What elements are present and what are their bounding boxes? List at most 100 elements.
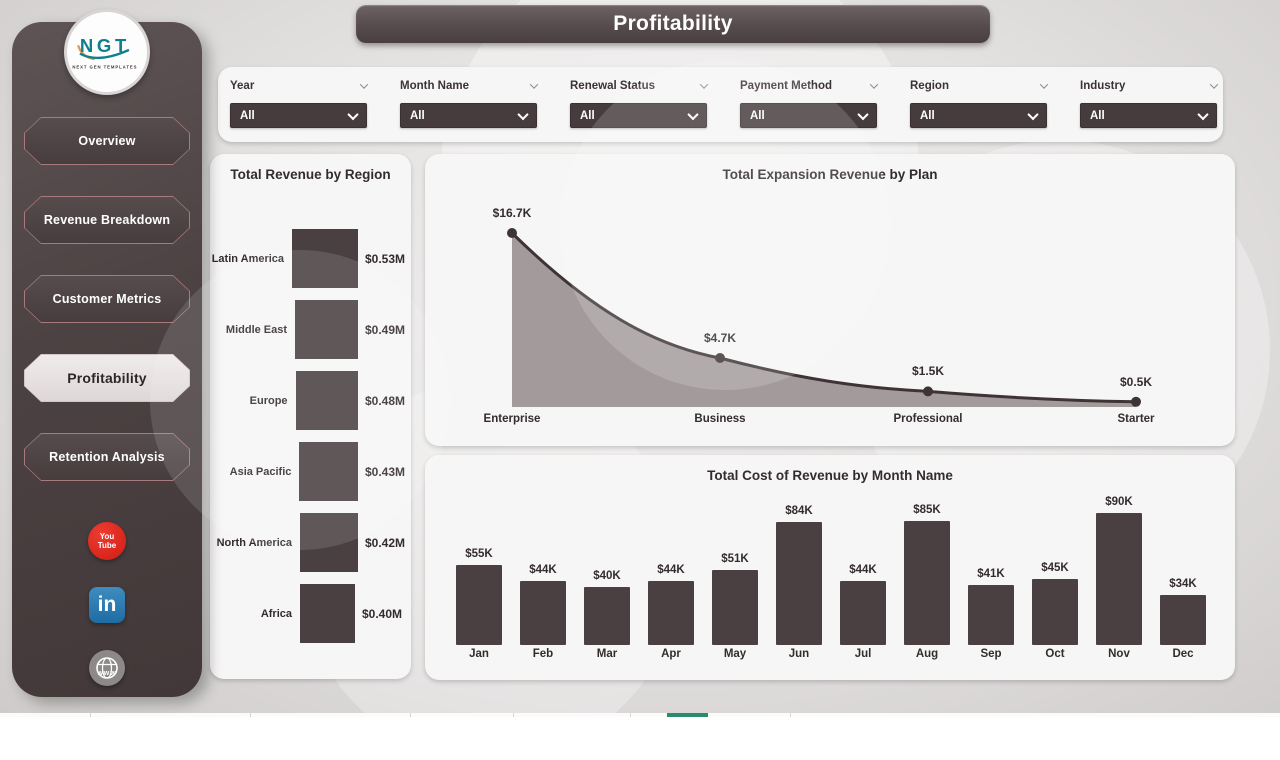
ngt-logo-art: NGT NEXT GEN TEMPLATES [72, 35, 136, 70]
expansion-plot: $16.7K Enterprise $4.7K Business $1.5K Profes… [425, 154, 1235, 446]
expansion-area-chart[interactable] [425, 154, 1235, 446]
month-label: Nov [1108, 648, 1130, 660]
cost-value-label: $84K [785, 505, 813, 517]
data-point[interactable] [715, 353, 725, 363]
region-value-label: $0.53M [364, 251, 405, 266]
cost-bar[interactable] [584, 587, 630, 645]
filter-dropdown[interactable]: All [230, 103, 367, 128]
data-point[interactable] [923, 386, 933, 397]
region-bar[interactable] [299, 513, 358, 572]
data-point[interactable] [507, 228, 517, 238]
area-line [510, 231, 1137, 404]
filter-dropdown[interactable]: All [400, 103, 537, 128]
filter-label: Month Name [400, 79, 469, 92]
nav-button-label: Overview [78, 134, 136, 148]
month-label: Sep [980, 648, 1002, 660]
cost-bar[interactable] [968, 585, 1014, 645]
youtube-label-top: You [99, 532, 115, 541]
region-category-label: North America [216, 536, 292, 549]
chevron-down-icon[interactable] [699, 79, 709, 89]
chevron-down-icon [687, 108, 699, 120]
filter-dropdown[interactable]: All [570, 103, 707, 128]
sidebar-item-overview[interactable]: Overview [24, 117, 190, 165]
cost-value-label: $41K [977, 568, 1005, 580]
expansion-chart-panel: Total Expansion Revenue by Plan $16.7K En… [425, 154, 1235, 446]
cost-bar[interactable] [776, 522, 822, 645]
region-category-label: Africa [260, 607, 292, 620]
youtube-icon[interactable]: You Tube [88, 522, 126, 560]
cost-bar[interactable] [456, 565, 502, 645]
filter-header: Region [910, 78, 1049, 93]
region-row: Middle East $0.49M [210, 294, 405, 365]
nav-button-fill: Overview [25, 118, 189, 164]
filter-payment-method: Payment Method All [740, 78, 879, 128]
region-value-label: $0.42M [364, 535, 405, 550]
region-row: Latin America $0.53M [210, 223, 405, 294]
cost-bar[interactable] [840, 581, 886, 645]
cost-plot: $55K Jan $44K Feb $40K Mar $44K Apr $51K May $84K J… [425, 455, 1235, 660]
region-bar[interactable] [299, 442, 358, 501]
chevron-down-icon[interactable] [359, 79, 369, 89]
tab-divider [513, 713, 514, 717]
cost-bar[interactable] [648, 581, 694, 645]
cost-value-label: $51K [721, 553, 749, 565]
filter-dropdown[interactable]: All [910, 103, 1047, 128]
page-title-bar: Profitability [356, 5, 990, 43]
month-label: Oct [1045, 648, 1065, 660]
globe-art [96, 657, 118, 679]
chevron-down-icon[interactable] [529, 79, 539, 89]
nav-button-fill: Revenue Breakdown [25, 197, 189, 243]
sidebar-item-revenue-breakdown[interactable]: Revenue Breakdown [24, 196, 190, 244]
sidebar-item-retention-analysis[interactable]: Retention Analysis [24, 433, 190, 481]
cost-bar[interactable] [712, 570, 758, 645]
region-bar[interactable] [295, 300, 358, 359]
sidebar-item-customer-metrics[interactable]: Customer Metrics [24, 275, 190, 323]
plan-category-label: Starter [1117, 413, 1155, 425]
month-label: Apr [661, 648, 681, 660]
region-bar[interactable] [295, 371, 358, 430]
filter-header: Month Name [400, 78, 539, 93]
chevron-down-icon[interactable] [1039, 79, 1049, 89]
cost-bar[interactable] [1160, 595, 1206, 645]
cost-value-label: $34K [1169, 578, 1197, 590]
point-value-label: $4.7K [703, 331, 737, 345]
region-row: North America $0.42M [210, 507, 405, 578]
filter-label: Year [230, 79, 255, 92]
cost-bar[interactable] [520, 581, 566, 645]
cost-bar[interactable] [904, 521, 950, 645]
filter-renewal-status: Renewal Status All [570, 78, 709, 128]
cost-bar[interactable] [1096, 513, 1142, 645]
region-chart-panel: Total Revenue by Region Latin America $0.… [210, 154, 411, 679]
point-value-label: $0.5K [1119, 374, 1153, 389]
region-row: Africa $0.40M [210, 578, 405, 649]
region-bar[interactable] [292, 229, 358, 288]
active-page-tab[interactable] [667, 713, 708, 717]
filter-value: All [240, 109, 255, 122]
region-row: Europe $0.48M [210, 365, 405, 436]
linkedin-icon[interactable]: in [89, 587, 125, 623]
website-globe-icon[interactable]: www [89, 650, 125, 686]
cost-value-label: $85K [913, 504, 941, 516]
page-tab-strip[interactable] [0, 713, 1280, 717]
region-bar[interactable] [300, 584, 355, 643]
sidebar: NGT NEXT GEN TEMPLATES Overview Revenue B… [12, 9, 202, 697]
cost-chart-title: Total Cost of Revenue by Month Name [707, 468, 953, 483]
cost-bar[interactable] [1032, 579, 1078, 645]
cost-chart-panel: Total Cost of Revenue by Month Name $55K… [425, 455, 1235, 680]
tab-divider [790, 713, 791, 717]
nav-button-label: Customer Metrics [52, 292, 162, 306]
filter-dropdown[interactable]: All [1080, 103, 1217, 128]
filter-value: All [920, 109, 935, 122]
nav-button-fill: Customer Metrics [25, 276, 189, 322]
sidebar-item-profitability[interactable]: Profitability [24, 354, 190, 402]
chevron-down-icon[interactable] [1209, 79, 1219, 89]
ngt-logo: NGT NEXT GEN TEMPLATES [64, 9, 150, 95]
nav-button-label: Profitability [67, 370, 147, 386]
chevron-down-icon[interactable] [869, 79, 879, 89]
data-point[interactable] [1131, 396, 1141, 407]
svg-text:NGT: NGT [80, 35, 130, 56]
cost-value-label: $44K [849, 564, 877, 576]
area-fill [512, 233, 1136, 407]
filter-dropdown[interactable]: All [740, 103, 877, 128]
month-label: Feb [532, 648, 554, 660]
